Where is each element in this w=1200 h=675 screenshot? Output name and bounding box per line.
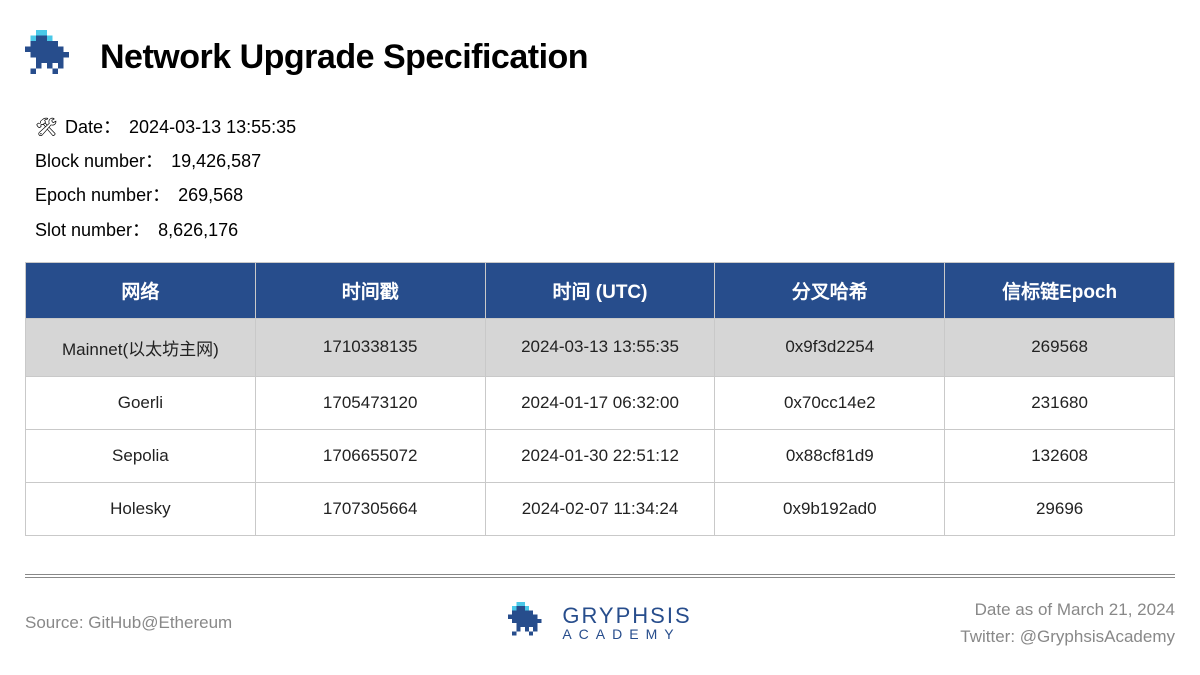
table-row: Mainnet(以太坊主网)17103381352024-03-13 13:55… bbox=[26, 318, 1175, 376]
meta-date-label: Date： bbox=[65, 110, 121, 144]
table-cell: 2024-03-13 13:55:35 bbox=[485, 318, 715, 376]
table-cell: 0x9b192ad0 bbox=[715, 482, 945, 535]
meta-epoch-label: Epoch number： bbox=[35, 178, 170, 212]
footer-twitter: Twitter: @GryphsisAcademy bbox=[792, 623, 1175, 650]
table-cell: 269568 bbox=[945, 318, 1175, 376]
table-header-cell: 网络 bbox=[26, 262, 256, 318]
table-body: Mainnet(以太坊主网)17103381352024-03-13 13:55… bbox=[26, 318, 1175, 535]
table-cell: 0x88cf81d9 bbox=[715, 429, 945, 482]
table-header-cell: 分叉哈希 bbox=[715, 262, 945, 318]
brand-name: GRYPHSIS bbox=[562, 604, 691, 627]
table-cell: 1707305664 bbox=[255, 482, 485, 535]
meta-slot: Slot number： 8,626,176 bbox=[35, 213, 1175, 247]
table-cell: 29696 bbox=[945, 482, 1175, 535]
table-cell: 1705473120 bbox=[255, 376, 485, 429]
meta-epoch-value: 269,568 bbox=[178, 178, 243, 212]
footer-right: Date as of March 21, 2024 Twitter: @Gryp… bbox=[792, 596, 1175, 650]
table-header-row: 网络时间戳时间 (UTC)分叉哈希信标链Epoch bbox=[26, 262, 1175, 318]
table-cell: Holesky bbox=[26, 482, 256, 535]
table-cell: 0x9f3d2254 bbox=[715, 318, 945, 376]
meta-slot-value: 8,626,176 bbox=[158, 213, 238, 247]
table-cell: Goerli bbox=[26, 376, 256, 429]
brand-text: GRYPHSIS ACADEMY bbox=[562, 604, 691, 642]
footer-row: Source: GitHub@Ethereum GRYPHSIS ACADEMY… bbox=[25, 596, 1175, 650]
table-cell: Sepolia bbox=[26, 429, 256, 482]
tools-icon: 🛠 bbox=[35, 110, 57, 144]
table-cell: 2024-02-07 11:34:24 bbox=[485, 482, 715, 535]
table-head: 网络时间戳时间 (UTC)分叉哈希信标链Epoch bbox=[26, 262, 1175, 318]
meta-list: 🛠 Date： 2024-03-13 13:55:35 Block number… bbox=[35, 110, 1175, 247]
meta-block-value: 19,426,587 bbox=[171, 144, 261, 178]
page-title: Network Upgrade Specification bbox=[100, 38, 588, 77]
table-cell: 2024-01-30 22:51:12 bbox=[485, 429, 715, 482]
footer: Source: GitHub@Ethereum GRYPHSIS ACADEMY… bbox=[25, 574, 1175, 650]
meta-slot-label: Slot number： bbox=[35, 213, 150, 247]
table-cell: 2024-01-17 06:32:00 bbox=[485, 376, 715, 429]
gryphsis-logo-icon bbox=[25, 30, 80, 85]
header: Network Upgrade Specification bbox=[25, 30, 1175, 85]
table-cell: 1706655072 bbox=[255, 429, 485, 482]
table-row: Goerli17054731202024-01-17 06:32:000x70c… bbox=[26, 376, 1175, 429]
meta-epoch: Epoch number： 269,568 bbox=[35, 178, 1175, 212]
meta-date-value: 2024-03-13 13:55:35 bbox=[129, 110, 296, 144]
table-header-cell: 信标链Epoch bbox=[945, 262, 1175, 318]
brand-sub: ACADEMY bbox=[562, 627, 691, 642]
gryphsis-logo-icon bbox=[508, 602, 550, 644]
network-table: 网络时间戳时间 (UTC)分叉哈希信标链Epoch Mainnet(以太坊主网)… bbox=[25, 262, 1175, 536]
table-cell: 1710338135 bbox=[255, 318, 485, 376]
footer-date: Date as of March 21, 2024 bbox=[792, 596, 1175, 623]
footer-divider bbox=[25, 574, 1175, 578]
footer-brand: GRYPHSIS ACADEMY bbox=[408, 602, 791, 644]
footer-source: Source: GitHub@Ethereum bbox=[25, 613, 408, 633]
table-row: Holesky17073056642024-02-07 11:34:240x9b… bbox=[26, 482, 1175, 535]
table-header-cell: 时间 (UTC) bbox=[485, 262, 715, 318]
table-header-cell: 时间戳 bbox=[255, 262, 485, 318]
table-cell: Mainnet(以太坊主网) bbox=[26, 318, 256, 376]
table-cell: 132608 bbox=[945, 429, 1175, 482]
meta-block-label: Block number： bbox=[35, 144, 163, 178]
table-cell: 231680 bbox=[945, 376, 1175, 429]
meta-block: Block number： 19,426,587 bbox=[35, 144, 1175, 178]
table-row: Sepolia17066550722024-01-30 22:51:120x88… bbox=[26, 429, 1175, 482]
table-cell: 0x70cc14e2 bbox=[715, 376, 945, 429]
meta-date: 🛠 Date： 2024-03-13 13:55:35 bbox=[35, 110, 1175, 144]
